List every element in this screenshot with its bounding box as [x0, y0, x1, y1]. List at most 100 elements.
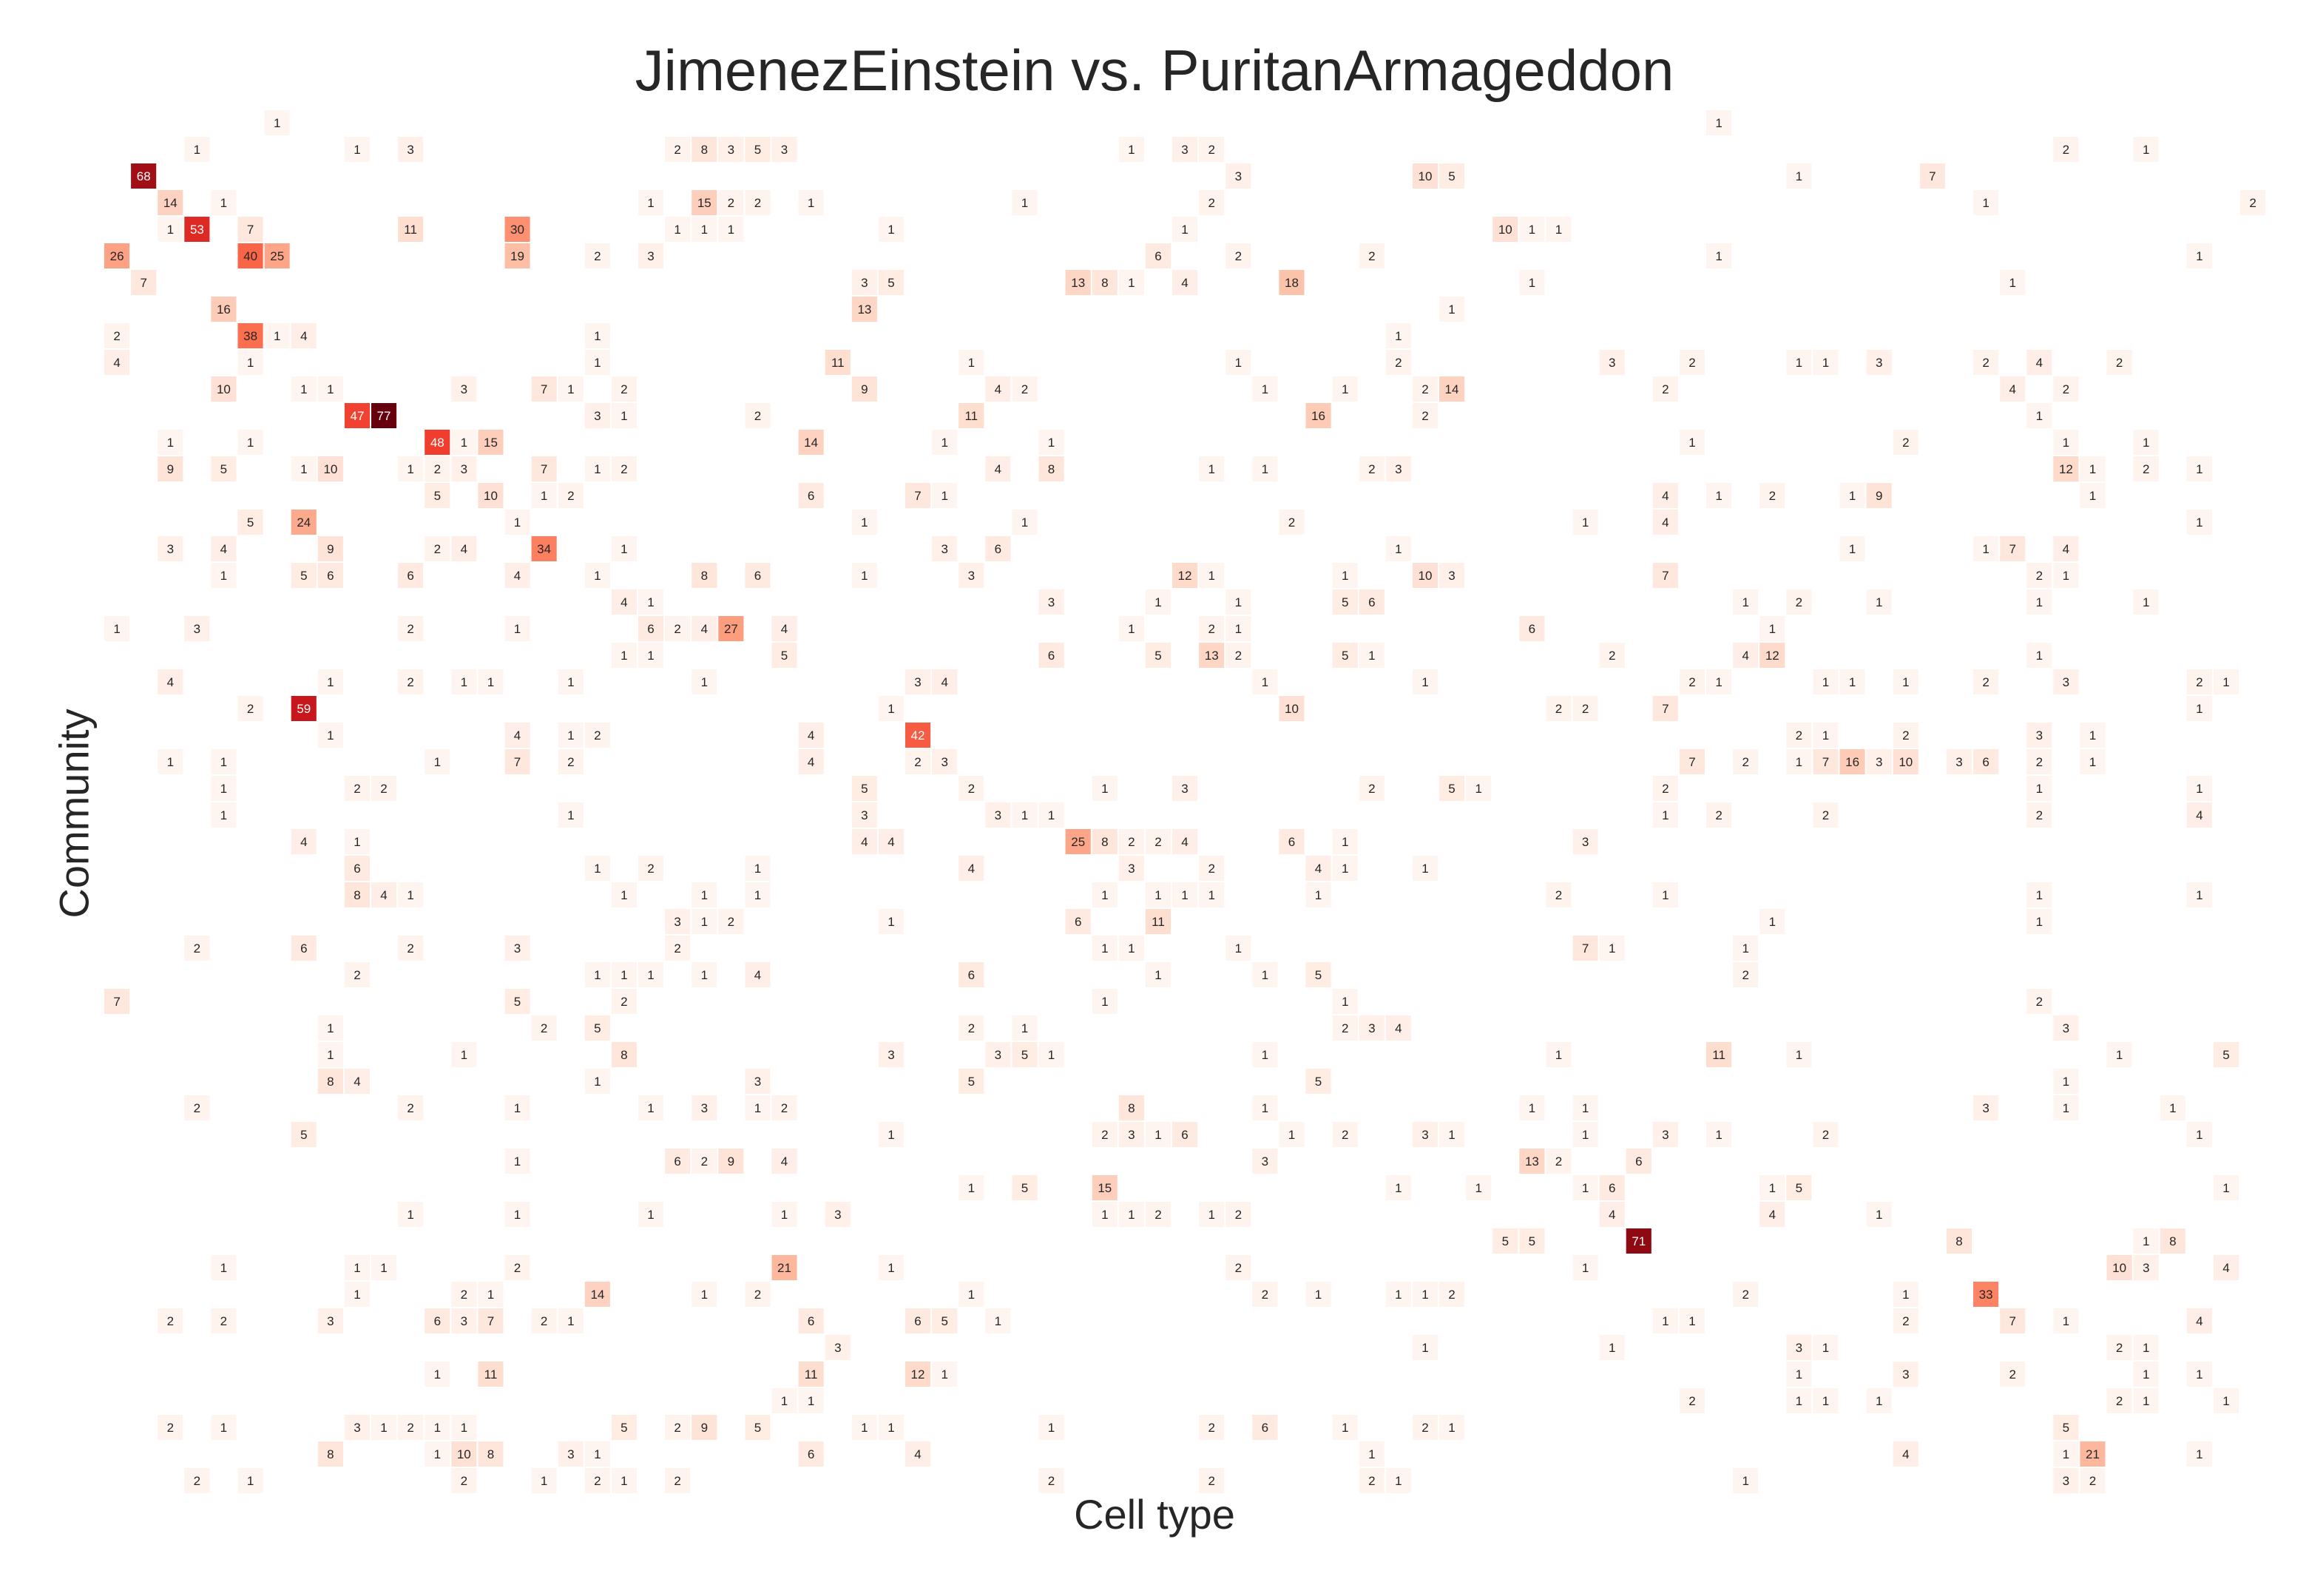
heatmap-cell: [1012, 510, 1038, 535]
cell-value-label: 1: [2116, 1048, 2123, 1062]
heatmap-cell: [2160, 1228, 2185, 1254]
heatmap-cell: [745, 563, 771, 588]
heatmap-cell: [959, 776, 984, 801]
cell-value-label: 1: [594, 462, 601, 476]
cell-value-label: 4: [995, 382, 1001, 396]
cell-value-label: 1: [1822, 1341, 1829, 1355]
heatmap-cell: [264, 323, 290, 348]
heatmap-cell: [2186, 243, 2212, 268]
heatmap-cell: [478, 1441, 504, 1467]
heatmap-cell: [611, 1042, 637, 1067]
cell-value-label: 3: [1048, 595, 1055, 609]
heatmap-cell: [1279, 829, 1305, 854]
cell-value-label: 1: [2089, 728, 2096, 743]
cell-value-label: 1: [2063, 1075, 2069, 1089]
cell-value-label: 26: [110, 249, 124, 263]
cell-value-label: 2: [407, 675, 413, 689]
cell-value-label: 3: [354, 1421, 360, 1435]
cell-value-label: 1: [1769, 915, 1776, 929]
heatmap-cell: [1893, 1282, 1918, 1307]
heatmap-cell: [2133, 589, 2159, 615]
cell-value-label: 1: [167, 755, 174, 769]
heatmap-cell: [985, 802, 1011, 828]
cell-value-label: 1: [1902, 1288, 1909, 1302]
cell-value-label: 1: [1128, 941, 1135, 956]
cell-value-label: 1: [1208, 888, 1214, 902]
heatmap-cell: [184, 616, 210, 641]
heatmap-cell: [718, 217, 744, 242]
heatmap-cell: [531, 1308, 557, 1333]
heatmap-cell: [425, 749, 450, 774]
cell-value-label: 4: [781, 1154, 788, 1169]
cell-value-label: 3: [407, 143, 413, 157]
cell-value-label: 2: [1715, 808, 1722, 822]
heatmap-cell: [692, 217, 717, 242]
heatmap-cell: [1226, 616, 1251, 641]
cell-value-label: 2: [407, 622, 413, 636]
heatmap-cell: [104, 323, 130, 348]
heatmap-cell: [905, 1441, 931, 1467]
cell-value-label: 2: [2036, 808, 2043, 822]
cell-value-label: 3: [327, 1314, 334, 1328]
heatmap-cell: [2186, 1441, 2212, 1467]
heatmap-cell: [932, 536, 958, 561]
cell-value-label: 2: [754, 196, 761, 210]
cell-value-label: 2: [1421, 1421, 1428, 1435]
cell-value-label: 1: [1715, 116, 1722, 130]
heatmap-cell: [825, 1202, 851, 1227]
cell-value-label: 2: [167, 1314, 174, 1328]
heatmap-cell: [2186, 1362, 2212, 1387]
heatmap-cell: [104, 989, 130, 1014]
heatmap-cell: [451, 430, 477, 455]
cell-value-label: 1: [647, 196, 654, 210]
cell-value-label: 3: [1876, 755, 1882, 769]
heatmap-cell: [1866, 1202, 1892, 1227]
heatmap-cell: [985, 1042, 1011, 1067]
heatmap-cell: [531, 536, 557, 561]
heatmap-cell: [2213, 1042, 2239, 1067]
cell-value-label: 1: [1395, 1181, 1402, 1195]
cell-value-label: 6: [968, 968, 975, 982]
cell-value-label: 5: [1796, 1181, 1802, 1195]
cell-value-label: 5: [1529, 1234, 1535, 1248]
cell-value-label: 1: [808, 196, 814, 210]
heatmap-cell: [398, 137, 424, 162]
heatmap-cell: [1786, 350, 1812, 375]
heatmap-cell: [665, 1415, 691, 1440]
cell-value-label: 3: [1982, 1101, 1989, 1115]
heatmap-cell: [1038, 1468, 1064, 1493]
cell-value-label: 1: [220, 196, 227, 210]
cell-value-label: 3: [1395, 462, 1402, 476]
cell-value-label: 1: [1688, 1314, 1695, 1328]
cell-value-label: 16: [1845, 755, 1859, 769]
cell-value-label: 1: [1101, 1208, 1108, 1222]
cell-value-label: 9: [861, 382, 868, 396]
cell-value-label: 1: [407, 462, 413, 476]
cell-value-label: 2: [1742, 755, 1748, 769]
cell-value-label: 1: [2196, 782, 2202, 796]
heatmap-cell: [2053, 1095, 2079, 1120]
heatmap-cell: [1172, 882, 1198, 907]
heatmap-cell: [184, 936, 210, 961]
heatmap-cell: [291, 323, 317, 348]
heatmap-cell: [237, 350, 263, 375]
cell-value-label: 8: [327, 1447, 334, 1461]
heatmap-cell: [2000, 1308, 2026, 1333]
cell-value-label: 1: [1235, 595, 1242, 609]
cell-value-label: 1: [1529, 223, 1535, 237]
heatmap-cell: [771, 1388, 797, 1413]
heatmap-cell: [959, 856, 984, 881]
heatmap-cell: [878, 217, 904, 242]
heatmap-cell: [1172, 270, 1198, 295]
cell-value-label: 1: [220, 1421, 227, 1435]
heatmap-cell: [2186, 1122, 2212, 1147]
cell-value-label: 6: [1181, 1128, 1188, 1142]
heatmap-cell: [665, 936, 691, 961]
cell-value-label: 3: [968, 569, 975, 583]
cell-value-label: 1: [1796, 1048, 1802, 1062]
cell-value-label: 1: [728, 223, 734, 237]
heatmap-cell: [1786, 723, 1812, 748]
cell-value-label: 1: [1849, 542, 1856, 556]
cell-value-label: 4: [1662, 515, 1669, 530]
heatmap-cell: [1599, 1335, 1625, 1360]
